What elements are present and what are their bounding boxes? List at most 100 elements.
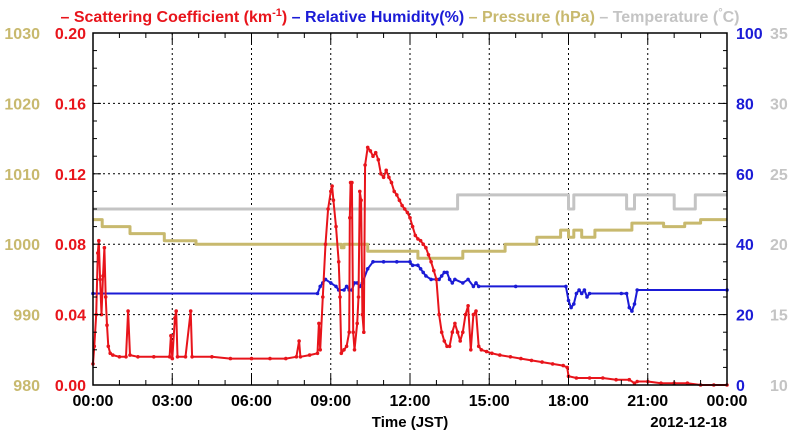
tick-label-scattering: 0.00	[55, 378, 86, 395]
data-point-scattering-coefficient	[400, 203, 404, 208]
data-point-relative-humidity	[410, 263, 415, 268]
data-point-scattering-coefficient	[413, 233, 418, 238]
data-point-scattering-coefficient	[587, 376, 592, 380]
data-point-scattering-coefficient	[190, 355, 194, 359]
data-point-scattering-coefficient	[627, 377, 632, 382]
data-point-scattering-coefficient	[635, 379, 639, 384]
data-point-scattering-coefficient	[360, 312, 365, 317]
data-point-scattering-coefficient	[126, 309, 130, 313]
data-point-relative-humidity	[574, 291, 579, 296]
x-axis-label: Time (JST)	[372, 414, 448, 431]
tick-label-pressure: 990	[13, 308, 40, 325]
legend-label-scattering-coefficient-km: Scattering Coefficient (km	[74, 9, 272, 26]
data-point-scattering-coefficient	[476, 344, 481, 349]
tick-label-temperature: 10	[770, 378, 788, 395]
data-point-scattering-coefficient	[574, 376, 579, 380]
data-point-scattering-coefficient	[170, 356, 175, 361]
data-point-scattering-coefficient	[498, 353, 502, 357]
data-point-relative-humidity	[461, 281, 465, 285]
tick-label-temperature: 30	[770, 96, 788, 113]
data-point-scattering-coefficient	[108, 351, 112, 356]
data-point-scattering-coefficient	[376, 157, 381, 162]
data-point-scattering-coefficient	[352, 348, 357, 352]
data-point-scattering-coefficient	[424, 245, 428, 250]
tick-label-temperature: 20	[770, 237, 788, 254]
data-point-scattering-coefficient	[384, 168, 389, 173]
tick-label-humidity: 40	[736, 237, 754, 254]
data-point-scattering-coefficient	[601, 376, 605, 380]
data-point-scattering-coefficient	[173, 316, 177, 320]
legend-marker-relative-humidity: –	[287, 9, 305, 26]
series-line-relative-humidity	[93, 260, 727, 313]
data-point-scattering-coefficient	[358, 189, 362, 194]
data-point-relative-humidity	[318, 284, 323, 289]
data-point-scattering-coefficient	[96, 251, 100, 255]
data-point-scattering-coefficient	[410, 224, 415, 229]
x-tick-label: 21:00	[627, 393, 668, 410]
data-point-scattering-coefficient	[466, 304, 470, 308]
data-point-scattering-coefficient	[330, 184, 334, 188]
data-point-scattering-coefficient	[152, 355, 156, 359]
data-point-scattering-coefficient	[387, 175, 391, 180]
data-point-scattering-coefficient	[426, 253, 431, 257]
legend-marker-temperature: –	[595, 9, 613, 26]
data-point-scattering-coefficient	[315, 351, 320, 356]
data-point-scattering-coefficient	[210, 355, 214, 359]
tick-label-temperature: 15	[770, 308, 788, 325]
series-line-pressure	[93, 218, 727, 260]
data-point-scattering-coefficient	[474, 309, 478, 313]
data-point-scattering-coefficient	[329, 189, 333, 194]
data-point-relative-humidity	[450, 281, 455, 285]
x-tick-label: 03:00	[152, 393, 193, 410]
data-point-scattering-coefficient	[167, 355, 172, 359]
data-point-scattering-coefficient	[101, 274, 105, 278]
legend-tail-scattering-coefficient-km: )	[282, 9, 287, 26]
data-point-scattering-coefficient	[124, 355, 128, 359]
data-point-relative-humidity	[466, 277, 470, 282]
data-point-scattering-coefficient	[450, 330, 455, 335]
data-point-scattering-coefficient	[334, 224, 338, 229]
data-point-scattering-coefficient	[344, 344, 349, 349]
data-point-scattering-coefficient	[105, 323, 109, 328]
data-point-scattering-coefficient	[455, 330, 460, 335]
tick-label-humidity: 0	[736, 378, 745, 395]
data-point-scattering-coefficient	[342, 348, 346, 352]
data-point-scattering-coefficient	[351, 330, 356, 335]
data-point-scattering-coefficient	[614, 377, 618, 382]
tick-label-scattering: 0.08	[55, 237, 86, 254]
data-point-scattering-coefficient	[103, 295, 108, 299]
data-point-scattering-coefficient	[368, 149, 373, 153]
x-tick-label: 06:00	[231, 393, 272, 410]
tick-label-humidity: 60	[736, 167, 754, 184]
data-point-scattering-coefficient	[355, 321, 360, 326]
tick-label-pressure: 1020	[4, 96, 40, 113]
tick-label-humidity: 20	[736, 308, 754, 325]
date-label: 2012-12-18	[650, 414, 727, 431]
data-point-scattering-coefficient	[268, 356, 272, 361]
data-point-scattering-coefficient	[402, 207, 407, 211]
data-point-relative-humidity	[334, 284, 338, 289]
data-point-relative-humidity	[474, 281, 478, 285]
legend-text: – Scattering Coefficient (km-1) – Relati…	[61, 7, 740, 26]
data-point-scattering-coefficient	[447, 344, 452, 349]
data-point-relative-humidity	[579, 291, 584, 296]
data-point-scattering-coefficient	[284, 356, 288, 361]
data-point-scattering-coefficient	[294, 355, 299, 359]
data-point-relative-humidity	[365, 267, 370, 271]
data-point-scattering-coefficient	[565, 365, 569, 370]
data-point-relative-humidity	[395, 260, 399, 264]
data-point-scattering-coefficient	[529, 358, 534, 363]
series-layer	[91, 145, 729, 387]
data-point-scattering-coefficient	[356, 295, 361, 299]
data-point-scattering-coefficient	[336, 260, 341, 264]
tick-label-humidity: 100	[736, 26, 763, 43]
data-point-scattering-coefficient	[111, 353, 115, 357]
legend-marker-pressure-hpa: –	[464, 9, 482, 26]
data-point-relative-humidity	[437, 277, 441, 282]
data-point-scattering-coefficient	[188, 309, 193, 313]
data-point-scattering-coefficient	[348, 216, 352, 220]
data-point-scattering-coefficient	[323, 242, 328, 246]
data-point-scattering-coefficient	[439, 330, 444, 335]
data-point-scattering-coefficient	[434, 277, 439, 282]
data-point-relative-humidity	[381, 260, 386, 264]
